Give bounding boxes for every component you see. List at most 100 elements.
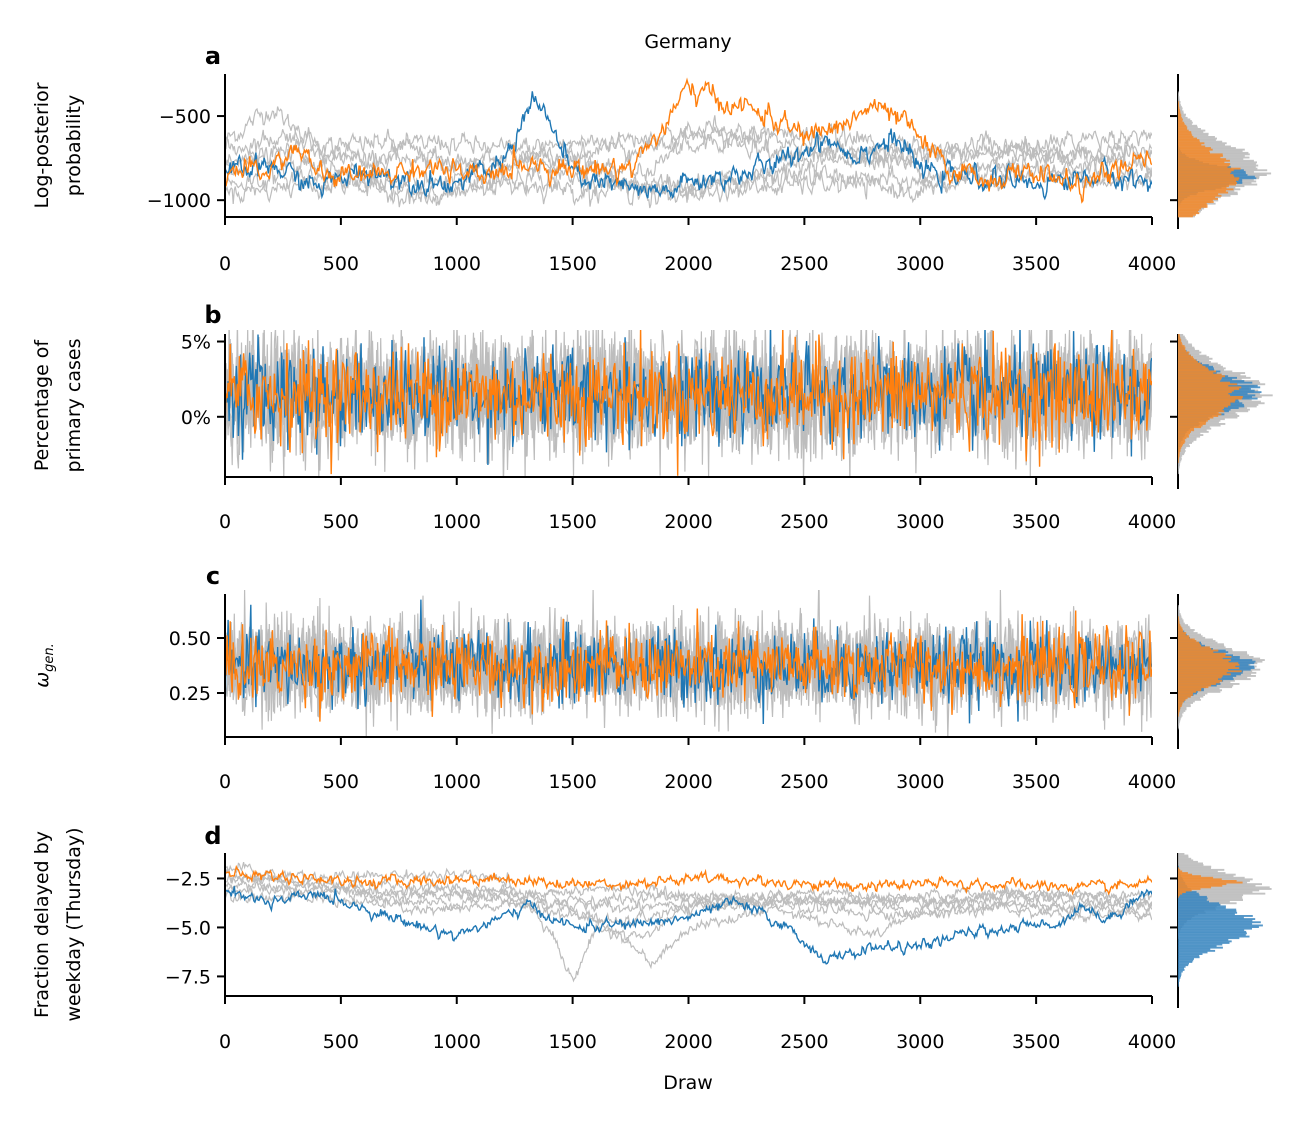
hist-bar [1178,913,1235,916]
orange-chain-line [225,330,1152,476]
hist-bar [1178,424,1203,427]
hist-bar [1178,193,1219,196]
hist-bar [1178,337,1181,340]
hist-bar [1178,663,1240,666]
hist-bar [1178,865,1212,868]
hist-bar [1178,700,1184,703]
hist-bar [1178,619,1184,622]
hist-bar [1178,932,1247,935]
hist-bar [1178,907,1226,909]
hist-bar [1178,335,1185,338]
hist-bar [1178,965,1186,968]
hist-bar [1178,659,1231,661]
hist-bar [1178,372,1214,374]
hist-bar [1178,670,1242,673]
hist-bar [1178,705,1191,708]
x-tick-label: 500 [323,511,359,533]
hist-bar [1178,167,1241,170]
hist-bar [1178,624,1188,627]
hist-bar [1178,957,1194,960]
y-tick-label: −2.5 [165,868,211,890]
hist-bar [1178,373,1222,376]
hist-bar [1178,714,1183,717]
hist-bar [1178,867,1179,870]
hist-bar [1178,453,1185,456]
hist-bar [1178,334,1184,336]
hist-bar [1178,878,1222,881]
hist-bar [1178,713,1183,716]
hist-bar [1178,107,1180,110]
hist-bar [1178,381,1230,384]
hist-bar [1178,353,1189,355]
hist-bar [1178,648,1212,650]
x-tick-label: 1000 [433,511,481,533]
hist-bar [1178,714,1179,717]
x-tick-label: 3500 [1012,1031,1060,1053]
hist-bar [1178,419,1208,422]
hist-bar [1178,94,1179,97]
hist-bar [1178,107,1183,110]
hist-bar [1178,91,1179,94]
hist-bar [1178,942,1230,944]
hist-bar [1178,115,1182,118]
hist-bar [1178,862,1203,865]
hist-bar [1178,362,1201,365]
hist-bar [1178,902,1220,905]
hist-bar [1178,853,1185,855]
hist-bar [1178,128,1201,130]
hist-bar [1178,105,1182,108]
hist-bar [1178,121,1185,124]
posterior-histogram [1170,334,1273,489]
hist-bar [1178,711,1180,714]
hist-bar [1178,204,1208,207]
hist-bar [1178,440,1186,443]
hist-bar [1178,875,1234,878]
hist-bar [1178,457,1179,460]
x-tick-label: 3000 [896,771,944,793]
x-tick-label: 2500 [780,771,828,793]
y-tick-label: 0% [181,407,211,429]
hist-bar [1178,649,1219,652]
hist-bar [1178,961,1193,963]
hist-bar [1178,622,1180,625]
hist-bar [1178,423,1206,425]
hist-bar [1178,975,1181,978]
hist-bar [1178,151,1249,154]
hist-bar [1178,384,1229,387]
hist-bar [1178,705,1182,708]
hist-bar [1178,895,1207,898]
hist-bar [1178,96,1180,99]
hist-bar [1178,891,1197,893]
y-axis-label: ωgen. [31,643,57,688]
hist-bar [1178,605,1179,607]
y-axis-label: Log-posterior [31,82,53,208]
hist-bar [1178,656,1232,658]
hist-bar [1178,609,1180,612]
hist-bar [1178,857,1192,860]
hist-bar [1178,120,1192,122]
hist-bar [1178,426,1202,429]
hist-bar [1178,116,1182,119]
hist-bar [1178,636,1190,639]
hist-bar [1178,630,1184,633]
hist-bar [1178,686,1209,689]
hist-bar [1178,461,1181,463]
hist-bar [1178,854,1189,857]
hist-bar [1178,397,1243,400]
hist-bar [1178,202,1207,205]
hist-bar [1178,946,1223,949]
hist-bar [1178,99,1180,102]
x-tick-label: 500 [323,1031,359,1053]
hist-bar [1178,608,1180,611]
posterior-histogram [1170,74,1272,229]
hist-bar [1178,976,1181,979]
hist-bar [1178,386,1242,389]
hist-bar [1178,681,1220,684]
hist-bar [1178,654,1226,657]
hist-bar [1178,113,1186,116]
hist-bar [1178,948,1211,951]
hist-bar [1178,140,1223,143]
hist-bar [1178,938,1229,941]
hist-bar [1178,104,1179,107]
